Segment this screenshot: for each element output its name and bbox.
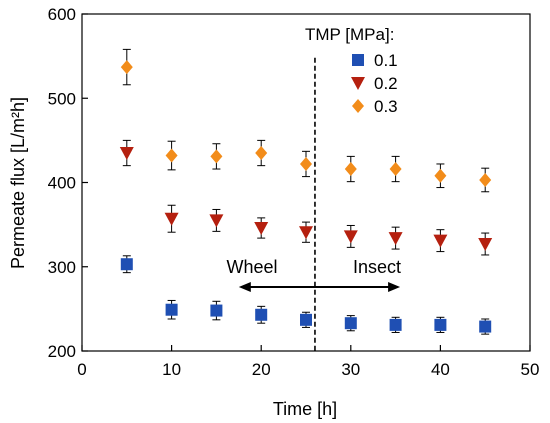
data-point — [164, 212, 179, 226]
y-axis-title: Permeate flux [L/m²h] — [8, 97, 28, 269]
data-point — [209, 214, 224, 228]
plot-frame — [81, 13, 531, 352]
data-point — [433, 234, 448, 248]
annotations: Wheel Insect — [226, 57, 401, 351]
series-diamond — [120, 48, 492, 193]
data-point — [434, 168, 447, 183]
x-tick-label: 40 — [431, 360, 450, 379]
legend-label: 0.1 — [374, 51, 398, 70]
x-tick-label: 10 — [162, 360, 181, 379]
data-point — [389, 162, 402, 177]
legend-marker — [352, 99, 364, 113]
data-point — [120, 258, 133, 271]
data-point — [254, 221, 269, 235]
annotation-wheel: Wheel — [226, 257, 277, 277]
y-tick-label: 400 — [48, 174, 76, 193]
data-point — [344, 317, 357, 330]
data-point — [210, 149, 223, 164]
legend-marker — [351, 77, 365, 90]
y-tick-label: 500 — [48, 89, 76, 108]
series-square — [120, 255, 492, 335]
axes: 0 10 20 30 40 50 200 300 400 500 600 — [48, 5, 540, 379]
y-tick-label: 300 — [48, 258, 76, 277]
data-point — [388, 232, 403, 246]
data-point — [119, 147, 134, 161]
data-point — [210, 304, 223, 317]
legend-label: 0.3 — [374, 97, 398, 116]
x-tick-label: 30 — [341, 360, 360, 379]
y-tick-label: 200 — [48, 342, 76, 361]
x-tick-label: 20 — [252, 360, 271, 379]
data-point — [389, 318, 402, 331]
data-point — [255, 308, 268, 321]
data-point — [343, 230, 358, 244]
data-point — [344, 162, 357, 177]
series-triangle-down — [119, 139, 493, 256]
annotation-insect: Insect — [353, 257, 401, 277]
x-axis-title: Time [h] — [273, 399, 337, 419]
data-point — [479, 320, 492, 333]
x-tick-label: 50 — [521, 360, 540, 379]
data-point — [434, 318, 447, 331]
data-point — [478, 238, 493, 252]
data-marks — [119, 48, 493, 335]
legend-title: TMP [MPa]: — [305, 25, 394, 44]
legend-marker — [352, 54, 364, 66]
data-point — [120, 60, 133, 75]
x-tick-label: 0 — [77, 360, 86, 379]
data-point — [300, 156, 312, 171]
data-point — [165, 148, 178, 163]
data-point — [299, 226, 313, 240]
legend-label: 0.2 — [374, 74, 398, 93]
legend: TMP [MPa]: 0.1 0.2 0.3 — [305, 25, 398, 116]
data-point — [479, 172, 492, 187]
arrow-head-right — [388, 281, 401, 292]
data-point — [165, 303, 178, 316]
data-point — [255, 146, 268, 161]
data-point — [300, 313, 312, 326]
y-tick-label: 600 — [48, 5, 76, 24]
arrow-head-left — [238, 281, 251, 292]
